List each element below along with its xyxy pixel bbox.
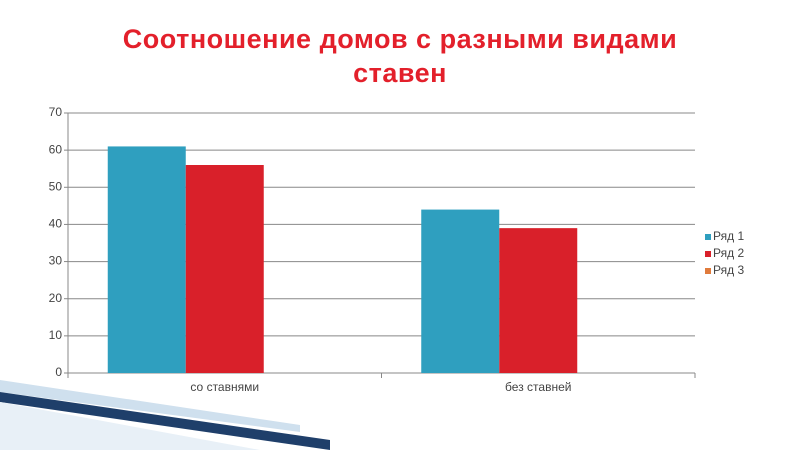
bar — [107, 146, 186, 373]
legend-swatch — [705, 268, 711, 274]
legend-label: Ряд 1 — [713, 229, 744, 243]
y-tick-label: 60 — [49, 142, 63, 156]
bar — [499, 228, 578, 373]
chart-title: Соотношение домов с разными видами ставе… — [122, 24, 678, 88]
legend-label: Ряд 2 — [713, 246, 744, 260]
y-tick-label: 0 — [55, 365, 62, 379]
decor — [0, 402, 260, 450]
y-tick-label: 10 — [49, 328, 63, 342]
decor — [0, 392, 330, 450]
y-tick-label: 20 — [49, 291, 63, 305]
decor — [0, 380, 300, 432]
legend-swatch — [705, 234, 711, 240]
x-tick-label: со ставнями — [190, 380, 259, 394]
y-tick-label: 30 — [49, 254, 63, 268]
y-tick-label: 70 — [49, 105, 63, 119]
legend-swatch — [705, 251, 711, 257]
x-tick-label: без ставней — [505, 380, 571, 394]
y-tick-label: 40 — [49, 217, 63, 231]
bar — [421, 209, 500, 373]
bar — [185, 165, 264, 373]
y-tick-label: 50 — [49, 179, 63, 193]
legend-label: Ряд 3 — [713, 263, 744, 277]
